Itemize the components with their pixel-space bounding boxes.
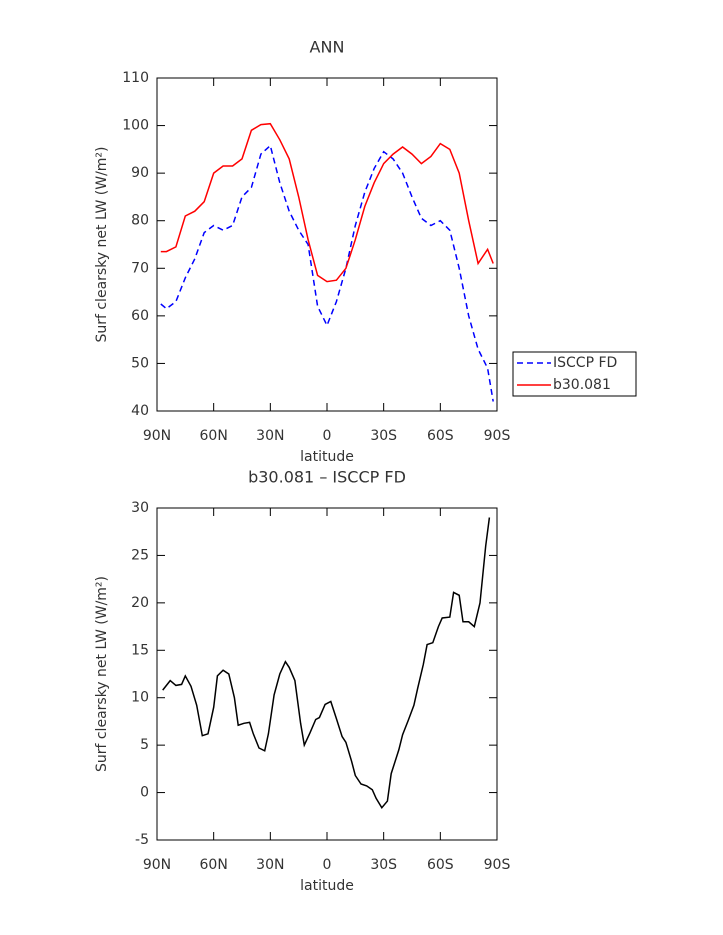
x-tick-label: 60N [200,857,228,873]
y-axis-label: Surf clearsky net LW (W/m²) [94,576,110,772]
plot-frame [156,77,498,412]
y-tick-label: 25 [131,547,149,563]
x-tick-label: 0 [323,428,332,444]
y-tick-label: 70 [131,260,149,276]
x-tick-label: 30N [256,428,284,444]
y-tick-label: 90 [131,165,149,181]
y-tick-label: 50 [131,355,149,371]
y-tick-label: -5 [135,832,149,848]
y-tick-label: 10 [131,690,149,706]
x-tick-label: 60S [427,857,454,873]
x-tick-label: 90N [143,428,171,444]
x-tick-label: 30S [370,428,397,444]
x-tick-label: 0 [323,857,332,873]
x-tick-label: 30N [256,857,284,873]
x-tick-label: 90S [484,428,511,444]
chart-title: ANN [310,38,345,57]
y-tick-label: 15 [131,642,149,658]
data-line [162,517,491,809]
y-tick-label: 60 [131,308,149,324]
x-tick-label: 30S [370,857,397,873]
x-tick-label: 90N [143,857,171,873]
y-tick-label: 30 [131,500,149,516]
data-line [160,144,494,402]
legend-box [512,351,637,397]
plot-frame [156,507,498,841]
x-tick-label: 90S [484,857,511,873]
y-tick-label: 80 [131,213,149,229]
y-tick-label: 40 [131,403,149,419]
legend-label: ISCCP FD [553,355,617,371]
x-tick-label: 60N [200,428,228,444]
y-tick-label: 110 [122,70,149,86]
x-tick-label: 60S [427,428,454,444]
x-axis-label: latitude [300,878,354,894]
legend-label: b30.081 [553,377,611,393]
y-tick-label: 5 [140,737,149,753]
y-tick-label: 0 [140,785,149,801]
data-line [160,122,494,283]
y-tick-label: 100 [122,118,149,134]
chart-title: b30.081 – ISCCP FD [248,468,406,487]
x-axis-label: latitude [300,449,354,465]
y-axis-label: Surf clearsky net LW (W/m²) [94,146,110,342]
y-tick-label: 20 [131,595,149,611]
